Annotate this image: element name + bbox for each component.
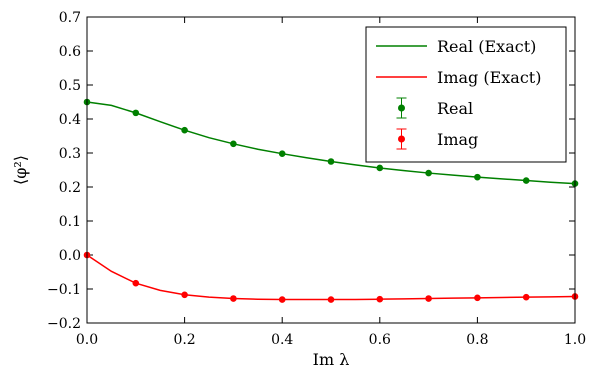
y-tick-label-0: −0.2 (47, 316, 81, 332)
legend-marker-imag (396, 128, 407, 150)
data-point-real-5 (327, 158, 335, 165)
legend-marker-real (396, 97, 407, 119)
data-point-imag-5 (327, 296, 335, 303)
data-point-real-7 (425, 169, 432, 177)
x-axis-label: Im λ (313, 350, 350, 369)
y-axis-label: ⟨φ²⟩ (11, 155, 30, 185)
data-point-real-6 (376, 164, 384, 172)
legend-label-imag: Imag (437, 130, 478, 149)
data-point-imag-6 (376, 295, 384, 303)
y-tick-label-4: 0.2 (59, 180, 81, 196)
data-point-imag-9 (522, 293, 530, 301)
x-tick-label-4: 0.8 (466, 332, 488, 348)
data-point-imag-8 (474, 294, 481, 302)
y-tick-label-8: 0.6 (59, 44, 81, 60)
data-point-real-3 (230, 140, 237, 148)
legend-point-marker (398, 104, 405, 112)
legend-point-marker (398, 135, 405, 143)
data-point-imag-4 (278, 296, 286, 303)
y-tick-label-7: 0.5 (59, 78, 81, 94)
tick-labels-layer: 0.0 0.2 0.4 0.6 0.8 1.0 −0.2 −0.1 0.0 0.1 0.2 0.3 0.… (47, 10, 586, 348)
x-tick-label-5: 1.0 (564, 332, 586, 348)
data-point-imag-1 (132, 279, 140, 287)
data-point-imag-3 (230, 295, 237, 302)
y-tick-label-9: 0.7 (59, 10, 81, 26)
legend-label-real-exact: Real (Exact) (437, 37, 536, 56)
y-tick-label-2: 0.0 (59, 248, 81, 264)
x-tick-label-2: 0.4 (271, 332, 293, 348)
y-tick-label-1: −0.1 (47, 282, 81, 298)
series-layer (83, 98, 579, 303)
plot-area-frame (86, 16, 576, 324)
data-point-imag-2 (181, 291, 188, 299)
y-tick-label-6: 0.4 (59, 112, 81, 128)
legend-label-real: Real (437, 99, 473, 118)
data-point-imag-7 (425, 295, 432, 302)
x-tick-label-1: 0.2 (173, 332, 195, 348)
data-point-real-4 (278, 150, 286, 157)
x-tick-label-0: 0.0 (76, 332, 98, 348)
data-point-real-1 (132, 109, 140, 117)
data-point-real-9 (522, 177, 530, 184)
data-point-real-8 (474, 173, 481, 181)
y-tick-label-5: 0.3 (59, 146, 81, 162)
y-tick-label-3: 0.1 (59, 214, 81, 230)
data-point-real-2 (181, 126, 188, 134)
legend-label-imag-exact: Imag (Exact) (437, 68, 541, 87)
legend: Real (Exact) Imag (Exact) Real Imag (365, 26, 567, 163)
x-tick-label-3: 0.6 (369, 332, 391, 348)
